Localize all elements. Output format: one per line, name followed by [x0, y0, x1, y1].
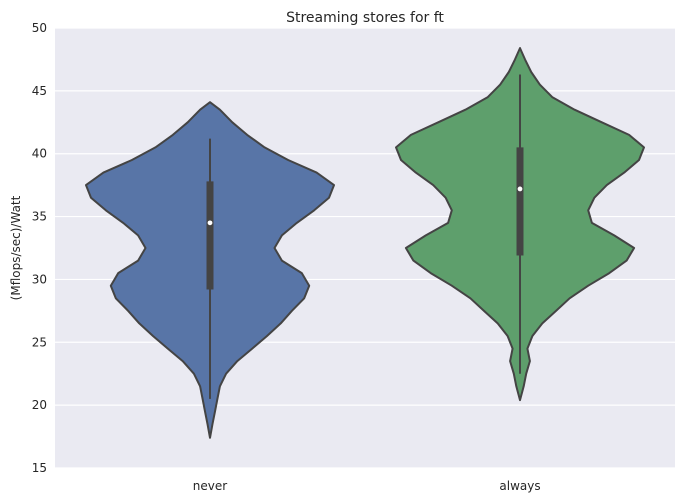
y-tick-label: 40 [32, 147, 47, 161]
median-point-always [517, 186, 523, 192]
median-point-never [207, 220, 213, 226]
y-tick-label: 45 [32, 84, 47, 98]
y-tick-label: 30 [32, 272, 47, 286]
y-axis-label: (Mflops/sec)/Watt [9, 195, 23, 300]
y-tick-labels: 15 20 25 30 35 40 45 50 [32, 21, 47, 475]
x-tick-labels: never always [193, 479, 541, 493]
y-tick-label: 50 [32, 21, 47, 35]
y-tick-label: 35 [32, 210, 47, 224]
y-tick-label: 25 [32, 335, 47, 349]
x-tick-label: never [193, 479, 227, 493]
chart-title: Streaming stores for ft [286, 10, 444, 26]
violins [85, 47, 645, 439]
y-tick-label: 15 [32, 461, 47, 475]
y-tick-label: 20 [32, 398, 47, 412]
x-tick-label: always [499, 479, 540, 493]
